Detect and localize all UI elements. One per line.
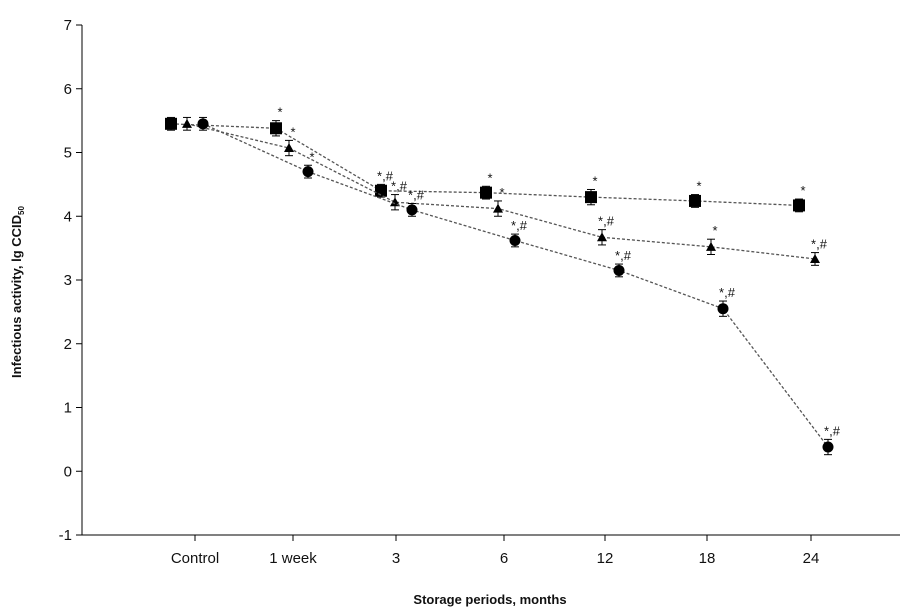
data-point [375,185,387,197]
y-tick-label: 4 [64,208,72,225]
significance-label: * [592,173,597,188]
x-tick-label: 24 [803,550,820,567]
significance-label: *,# [615,248,632,263]
series-square: * *,# * * * * [165,105,806,212]
x-tick-label: 3 [392,550,400,567]
significance-label: * [499,185,504,200]
y-tick-label: 7 [64,17,72,34]
significance-label: *,# [811,237,828,252]
significance-label: * [487,170,492,185]
series-circle: **,#*,#*,#*,#*,# [198,117,841,454]
y-tick-label: 1 [64,400,72,417]
significance-label: *,# [511,218,528,233]
y-axis-title-main: Infectious activity, lg CCID [9,215,24,378]
data-point [480,187,492,199]
data-point [407,204,418,215]
data-point [793,199,805,211]
data-point [182,119,192,128]
data-point [493,204,503,213]
data-point [270,122,282,134]
x-tick-label: 12 [597,550,614,567]
significance-label: *,# [391,179,408,194]
data-point [718,303,729,314]
y-tick-label: 2 [64,336,72,353]
data-point [585,191,597,203]
x-axis-title: Storage periods, months [413,592,566,607]
significance-label: * [800,183,805,198]
y-tick-label: 5 [64,145,72,162]
y-tick-label: 6 [64,81,72,98]
significance-label: *,# [598,214,615,229]
x-tick-label: 1 week [269,550,317,567]
significance-label: * [309,149,314,164]
data-point [689,195,701,207]
data-point [303,166,314,177]
series-layer: **,# * * * ***,# **,#**,#**,#*,#*,#*,#*,# [165,105,841,455]
y-tick-label: 0 [64,463,72,480]
y-axis-title: Infectious activity, lg CCID50 [9,205,26,377]
significance-label: * [277,105,282,120]
x-tick-label: 18 [699,550,716,567]
data-point [823,442,834,453]
y-tick-label: 3 [64,272,72,289]
data-point [165,118,177,130]
y-tick-label: -1 [59,527,72,544]
data-point [614,265,625,276]
series-triangle: * *,# * *,# * *,# [182,117,828,265]
significance-label: * [696,179,701,194]
significance-label: *,# [408,188,425,203]
data-point [510,235,521,246]
x-tick-label: Control [171,550,219,567]
x-tick-label: 6 [500,550,508,567]
data-point [198,118,209,129]
significance-label: * [290,124,295,139]
y-axis-title-subscript: 50 [17,205,26,214]
significance-label: * [712,223,717,238]
significance-label: *,# [824,423,841,438]
significance-label: *,# [719,285,736,300]
